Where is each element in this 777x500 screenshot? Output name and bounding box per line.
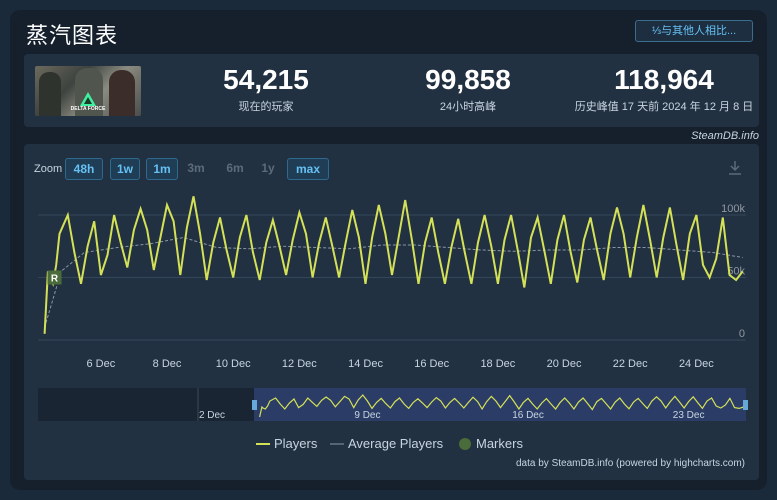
x-tick-label: 12 Dec [282,358,317,370]
stat-24h-peak: 99,858 24小时高峰 [393,64,543,114]
stat-value: 54,215 [223,64,309,95]
y-tick-label: 100k [721,203,745,215]
x-tick-label: 10 Dec [216,358,251,370]
navigator-tick-label: 23 Dec [673,410,705,421]
soldier-figure [109,70,135,116]
legend-item-players[interactable]: Players [274,436,318,451]
x-tick-label: 14 Dec [348,358,383,370]
chart-legend: Players Average Players Markers [256,436,523,451]
zoom-button-48h[interactable]: 48h [65,158,103,180]
navigator-tick-label: 2 Dec [199,410,225,421]
x-tick-label: 16 Dec [414,358,449,370]
steamdb-credit-link[interactable]: SteamDB.info [691,130,759,142]
stat-current-players: 54,215 现在的玩家 [191,64,341,114]
stat-value: 99,858 [425,64,511,95]
players-line [43,196,744,334]
stats-panel: DELTA FORCE 54,215 现在的玩家 99,858 24小时高峰 1… [24,54,759,127]
chart-marker[interactable] [47,270,62,285]
x-tick-label: 20 Dec [547,358,582,370]
soldier-figure [39,72,61,116]
legend-markers-swatch [459,438,471,450]
x-tick-label: 6 Dec [86,358,115,370]
stat-value: 118,964 [614,64,714,95]
legend-item-average[interactable]: Average Players [348,436,444,451]
page-title: 蒸汽图表 [26,23,119,48]
game-capsule-image[interactable]: DELTA FORCE [35,66,141,116]
game-logo-icon [80,92,96,106]
stat-label: 24小时高峰 [439,101,497,113]
navigator-tick-label: 9 Dec [354,410,380,421]
stat-label: 历史峰值 17 天前 2024 年 12 月 8 日 [574,101,754,113]
zoom-button-1w[interactable]: 1w [110,158,140,180]
y-tick-label: 0 [739,328,745,340]
chart-panel: Zoom 48h 1w 1m 3m 6m 1y max 0 50k 100k 6 Dec 8 De… [24,144,759,480]
navigator-tick-label: 16 Dec [512,410,544,421]
zoom-button-6m[interactable]: 6m [226,161,244,175]
zoom-button-max[interactable]: max [287,158,329,180]
navigator[interactable]: 2 Dec 9 Dec 16 Dec 23 Dec [38,388,748,421]
zoom-button-1y[interactable]: 1y [261,161,275,175]
soldier-figure [75,68,103,116]
navigator-handle-left[interactable] [252,400,257,410]
y-tick-label: 50k [727,266,745,278]
x-tick-label: 8 Dec [153,358,182,370]
game-logo-text: DELTA FORCE [70,106,106,112]
compare-button[interactable]: ⅓与其他人相比... [635,20,753,42]
zoom-button-1m[interactable]: 1m [146,158,178,180]
zoom-button-3m[interactable]: 3m [187,161,205,175]
legend-item-markers[interactable]: Markers [476,436,523,451]
navigator-players-line [259,394,744,418]
x-tick-label: 18 Dec [480,358,515,370]
navigator-handle-right[interactable] [743,400,748,410]
download-icon[interactable] [727,160,743,176]
player-chart: 0 50k 100k 6 Dec 8 Dec 10 Dec 12 Dec 14 Dec 16 … [38,196,748,469]
chart-marker-label: R [51,274,59,285]
zoom-label: Zoom [34,163,63,175]
stat-label: 现在的玩家 [238,101,294,113]
x-tick-label: 22 Dec [613,358,648,370]
average-players-line [44,236,743,328]
chart-credit[interactable]: data by SteamDB.info (powered by highcha… [516,458,745,469]
stat-all-time-peak: 118,964 历史峰值 17 天前 2024 年 12 月 8 日 [554,64,774,114]
x-tick-label: 24 Dec [679,358,714,370]
